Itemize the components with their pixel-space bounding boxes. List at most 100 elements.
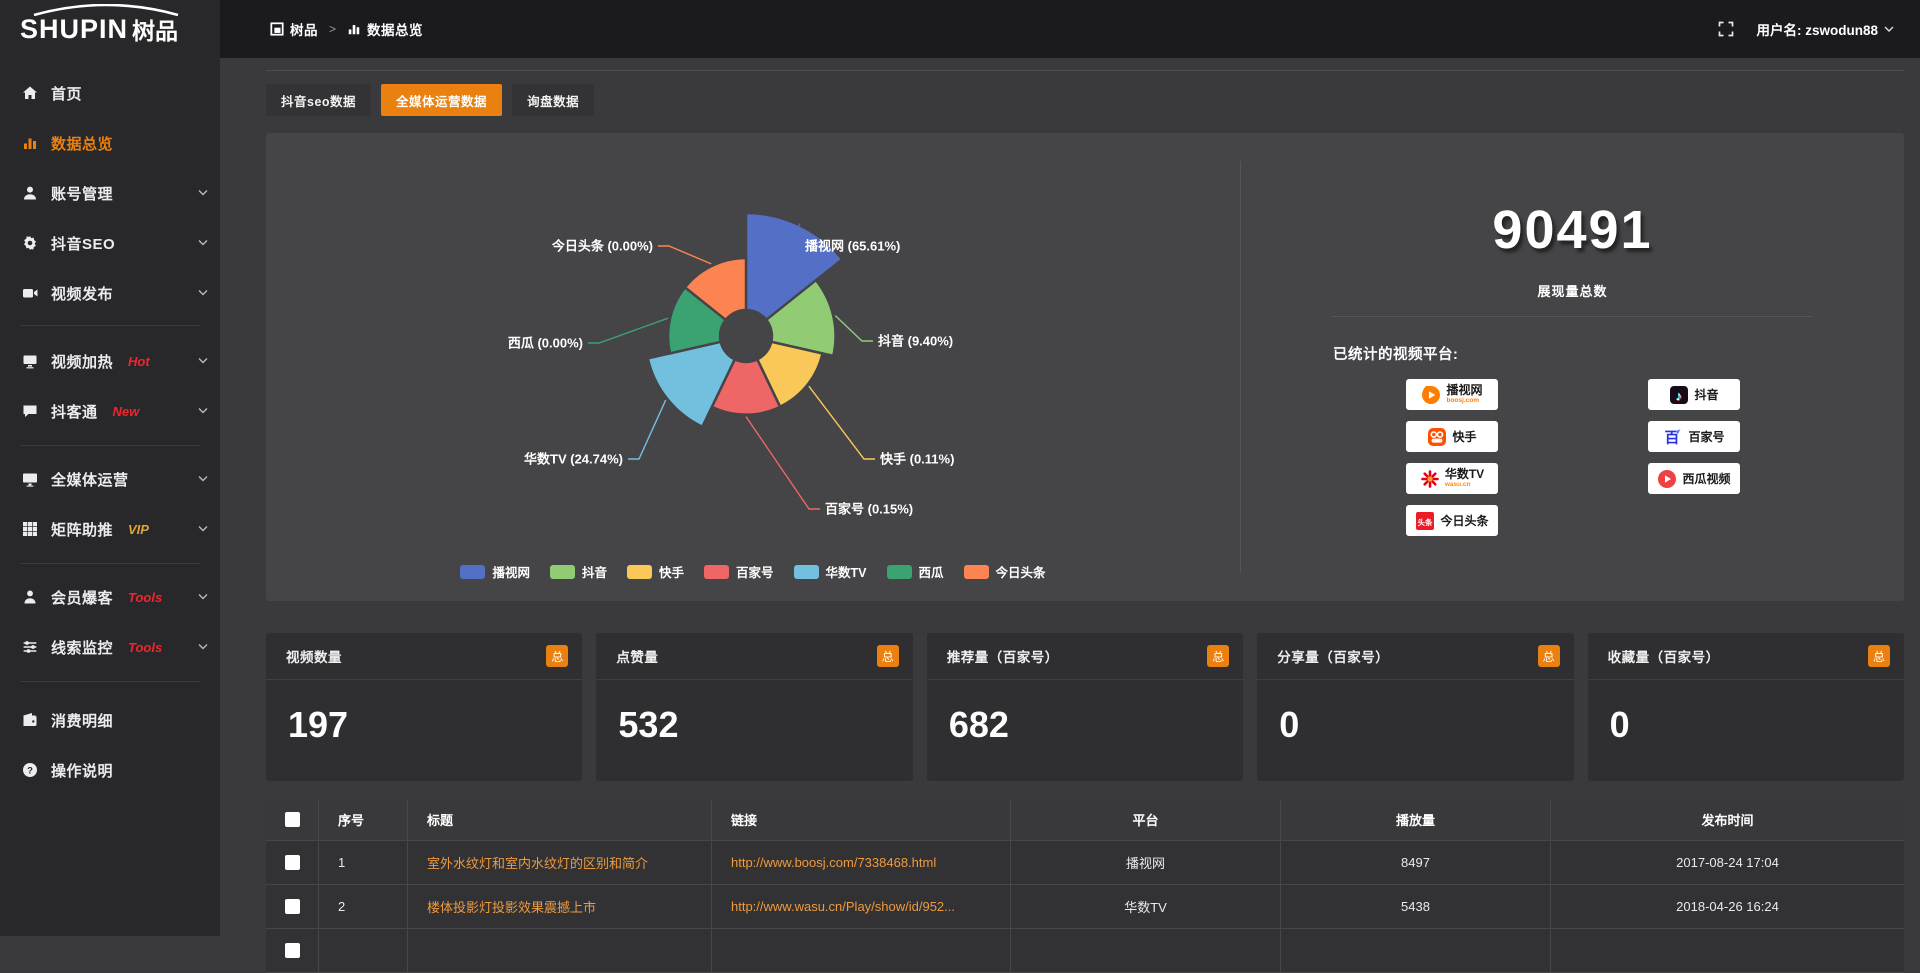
legend-swatch xyxy=(794,565,819,579)
row-checkbox[interactable] xyxy=(285,855,300,870)
username-menu[interactable]: 用户名: zswodun88 xyxy=(1756,19,1894,39)
home-icon xyxy=(22,85,38,101)
sidebar-item-视频发布[interactable]: 视频发布 xyxy=(0,268,220,318)
breadcrumb-current[interactable]: 数据总览 xyxy=(347,19,423,39)
legend-item-华数TV[interactable]: 华数TV xyxy=(794,562,867,581)
tab-抖音seo数据[interactable]: 抖音seo数据 xyxy=(266,84,371,116)
col-header: 平台 xyxy=(1011,799,1281,840)
chart-icon xyxy=(22,135,38,151)
sidebar-item-线索监控[interactable]: 线索监控 Tools xyxy=(0,622,220,672)
sidebar-item-首页[interactable]: 首页 xyxy=(0,68,220,118)
row-checkbox[interactable] xyxy=(285,943,300,958)
pie-label: 抖音 (9.40%) xyxy=(878,334,953,349)
stat-card-label: 收藏量（百家号） xyxy=(1608,646,1720,666)
legend-item-今日头条[interactable]: 今日头条 xyxy=(964,562,1046,581)
breadcrumb-home[interactable]: 树品 xyxy=(270,19,318,39)
pie-label: 华数TV (24.74%) xyxy=(524,452,623,467)
stat-card-label: 推荐量（百家号） xyxy=(947,646,1059,666)
bar-chart-icon xyxy=(347,22,361,36)
sidebar-item-操作说明[interactable]: ?操作说明 xyxy=(0,745,220,795)
platform-badge-今日头条: 头条今日头条 xyxy=(1406,505,1498,536)
chevron-down-icon xyxy=(198,593,208,601)
stat-card-label: 视频数量 xyxy=(286,646,342,666)
video-url-link[interactable]: http://www.wasu.cn/Play/show/id/952... xyxy=(731,899,955,914)
sidebar-item-抖音SEO[interactable]: 抖音SEO xyxy=(0,218,220,268)
chat-icon xyxy=(22,403,38,419)
main-content: 抖音seo数据全媒体运营数据询盘数据 播视网 (65.61%) 抖音 (9.40%… xyxy=(220,58,1920,936)
legend-item-抖音[interactable]: 抖音 xyxy=(550,562,607,581)
stat-card-value: 0 xyxy=(1257,680,1573,746)
sidebar-item-label: 视频发布 xyxy=(51,283,113,304)
menu-divider xyxy=(20,563,200,564)
sidebar-item-数据总览[interactable]: 数据总览 xyxy=(0,118,220,168)
menu-divider xyxy=(20,681,200,682)
platform-badges-col2: ♪♪♪抖音百百家号西瓜视频 xyxy=(1648,379,1740,494)
sidebar-item-label: 会员爆客 xyxy=(51,587,113,608)
sidebar-item-消费明细[interactable]: 消费明细 xyxy=(0,695,220,745)
total-badge: 总 xyxy=(1538,645,1560,667)
wasu-icon xyxy=(1420,469,1440,489)
pie-slice-华数TV[interactable] xyxy=(648,342,735,427)
stat-card-header: 收藏量（百家号）总 xyxy=(1588,633,1904,680)
logo-text-en: SHUPIN xyxy=(20,14,128,45)
legend-item-西瓜[interactable]: 西瓜 xyxy=(887,562,944,581)
col-header: 播放量 xyxy=(1281,799,1551,840)
total-badge: 总 xyxy=(546,645,568,667)
total-badge: 总 xyxy=(877,645,899,667)
video-title-link[interactable]: 楼体投影灯投影效果震撼上市 xyxy=(427,897,596,916)
sidebar-item-badge: Hot xyxy=(128,354,150,369)
menu-divider xyxy=(20,325,200,326)
tab-询盘数据[interactable]: 询盘数据 xyxy=(512,84,594,116)
video-title-link[interactable]: 室外水纹灯和室内水纹灯的区别和简介 xyxy=(427,853,648,872)
legend-item-快手[interactable]: 快手 xyxy=(627,562,684,581)
platform-name: 西瓜视频 xyxy=(1682,473,1730,485)
cell-platform: 华数TV xyxy=(1011,885,1281,928)
video-url-link[interactable]: http://www.boosj.com/7338468.html xyxy=(731,855,936,870)
legend-item-播视网[interactable]: 播视网 xyxy=(460,562,530,581)
platforms-label: 已统计的视频平台: xyxy=(1333,343,1458,364)
platform-badge-西瓜视频: 西瓜视频 xyxy=(1648,463,1740,494)
platform-share-pie-chart: 播视网 (65.61%)抖音 (9.40%)快手 (0.11%)百家号 (0.1… xyxy=(266,133,1240,601)
pie-label: 播视网 (65.61%) xyxy=(805,239,900,254)
app-logo: SHUPIN 树品 xyxy=(0,0,220,58)
sidebar-item-账号管理[interactable]: 账号管理 xyxy=(0,168,220,218)
sidebar-item-label: 视频加热 xyxy=(51,351,113,372)
breadcrumb-label: 树品 xyxy=(290,19,318,39)
sidebar-item-视频加热[interactable]: 视频加热 Hot xyxy=(0,336,220,386)
sidebar-item-badge: VIP xyxy=(128,522,149,537)
tab-全媒体运营数据[interactable]: 全媒体运营数据 xyxy=(381,84,502,116)
sidebar-item-label: 抖音SEO xyxy=(51,233,115,254)
stat-card-header: 推荐量（百家号）总 xyxy=(927,633,1243,680)
chevron-down-icon xyxy=(198,239,208,247)
pie-label-line xyxy=(588,318,668,343)
pie-label: 西瓜 (0.00%) xyxy=(508,336,583,351)
cell-time xyxy=(1551,929,1904,972)
pie-label-line xyxy=(628,400,666,459)
cell-views: 8497 xyxy=(1281,841,1551,884)
sidebar-item-label: 数据总览 xyxy=(51,133,113,154)
sidebar-item-label: 线索监控 xyxy=(51,637,113,658)
pie-label-line xyxy=(746,417,820,509)
stat-card-value: 682 xyxy=(927,680,1243,746)
username-label: 用户名: zswodun88 xyxy=(1756,19,1878,39)
wallet-icon xyxy=(22,712,38,728)
cell-views: 5438 xyxy=(1281,885,1551,928)
cell-views xyxy=(1281,929,1551,972)
sidebar-item-全媒体运营[interactable]: 全媒体运营 xyxy=(0,454,220,504)
platform-name: 今日头条 xyxy=(1440,515,1488,527)
legend-swatch xyxy=(627,565,652,579)
row-checkbox[interactable] xyxy=(285,899,300,914)
fullscreen-icon[interactable] xyxy=(1718,21,1734,37)
sidebar-item-label: 抖客通 xyxy=(51,401,98,422)
chevron-down-icon xyxy=(1884,25,1894,33)
legend-item-百家号[interactable]: 百家号 xyxy=(704,562,774,581)
select-all-checkbox[interactable] xyxy=(285,812,300,827)
sidebar-item-badge: Tools xyxy=(128,640,162,655)
